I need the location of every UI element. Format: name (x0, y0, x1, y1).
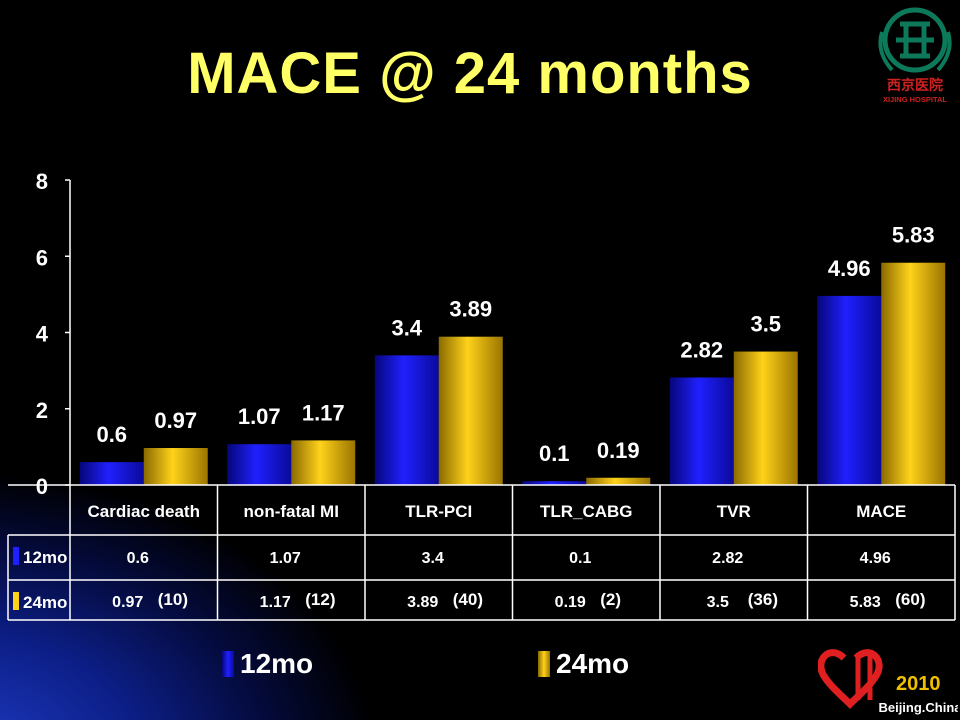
hospital-logo-text: 西京医院 (887, 77, 943, 94)
category-label: non-fatal MI (244, 502, 339, 521)
bar-value-label: 0.1 (539, 441, 570, 466)
bar-24mo-5 (881, 262, 946, 485)
category-label: MACE (856, 502, 906, 521)
table-cell-12mo: 1.07 (270, 550, 301, 567)
category-label: TLR_CABG (540, 502, 633, 521)
bar-value-label: 3.5 (750, 312, 781, 337)
table-cell-12mo: 2.82 (712, 550, 743, 567)
legend-item-24mo: 24mo (538, 648, 629, 680)
legend-item-12mo: 12mo (222, 648, 313, 680)
bar-24mo-0 (143, 448, 208, 485)
row-label-12mo: 12mo (23, 548, 67, 567)
bar-value-label: 0.6 (96, 422, 127, 447)
row-label-24mo: 24mo (23, 593, 67, 612)
conference-logo: 2010 Beijing.China (818, 649, 958, 715)
table-cell-24mo: 0.19 (555, 594, 586, 611)
bar-12mo-5 (817, 295, 882, 485)
table-count-24mo: (2) (600, 590, 621, 609)
bar-12mo-2 (374, 355, 439, 485)
bar-value-label: 1.17 (302, 400, 345, 425)
bar-value-label: 3.89 (449, 297, 492, 322)
table-cell-24mo: 0.97 (112, 594, 143, 611)
legend-label-12mo: 12mo (240, 648, 314, 679)
hospital-logo: 西京医院 XIJING HOSPITAL (878, 7, 952, 104)
bar-12mo-1 (227, 444, 292, 485)
table-count-24mo: (40) (453, 590, 483, 609)
table-cell-12mo: 0.6 (127, 550, 149, 567)
bar-chart: 0 2 4 6 8 0.6 0.97 1.07 1.17 3.4 3.89 0.1 0.19 2.82 3… (7, 169, 956, 621)
row-swatch-24mo (13, 592, 19, 610)
chart-legend: 12mo 24mo (0, 648, 960, 688)
category-label: TLR-PCI (405, 502, 472, 521)
bar-value-label: 4.96 (828, 256, 871, 281)
bar-value-label: 5.83 (892, 223, 935, 248)
bar-value-label: 0.97 (154, 408, 197, 433)
y-tick-label: 2 (36, 398, 48, 423)
y-tick-label: 4 (36, 322, 49, 347)
y-tick-label: 6 (36, 245, 48, 270)
category-label: Cardiac death (88, 502, 200, 521)
legend-swatch-12mo (222, 651, 234, 677)
conference-year: 2010 (896, 673, 941, 695)
bar-24mo-1 (291, 440, 356, 485)
bar-12mo-3 (522, 481, 587, 485)
bar-24mo-2 (438, 336, 503, 485)
table-count-24mo: (10) (158, 590, 188, 609)
legend-swatch-24mo (538, 651, 550, 677)
y-tick-label: 0 (36, 474, 48, 499)
category-label: TVR (717, 502, 751, 521)
table-cell-12mo: 3.4 (422, 550, 444, 567)
bar-value-label: 0.19 (597, 438, 640, 463)
table-cell-24mo: 3.5 (707, 594, 729, 611)
table-cell-12mo: 4.96 (860, 550, 891, 567)
bar-12mo-4 (669, 377, 734, 485)
bar-24mo-3 (586, 477, 651, 485)
bar-value-label: 2.82 (680, 337, 723, 362)
bar-24mo-4 (733, 351, 798, 485)
table-cell-12mo: 0.1 (569, 550, 591, 567)
table-count-24mo: (36) (748, 590, 778, 609)
bar-value-label: 1.07 (238, 404, 281, 429)
table-cell-24mo: 3.89 (407, 594, 438, 611)
hospital-logo-subtext: XIJING HOSPITAL (883, 95, 947, 104)
conference-city: Beijing.China (878, 700, 958, 715)
bar-12mo-0 (79, 462, 144, 485)
y-tick-label: 8 (36, 169, 48, 194)
slide-title: MACE @ 24 months (187, 41, 753, 106)
table-count-24mo: (60) (895, 590, 925, 609)
table-cell-24mo: 5.83 (850, 594, 881, 611)
table-cell-24mo: 1.17 (260, 594, 291, 611)
bar-value-label: 3.4 (391, 315, 422, 340)
row-swatch-12mo (13, 547, 19, 565)
table-count-24mo: (12) (305, 590, 335, 609)
legend-label-24mo: 24mo (556, 648, 630, 679)
